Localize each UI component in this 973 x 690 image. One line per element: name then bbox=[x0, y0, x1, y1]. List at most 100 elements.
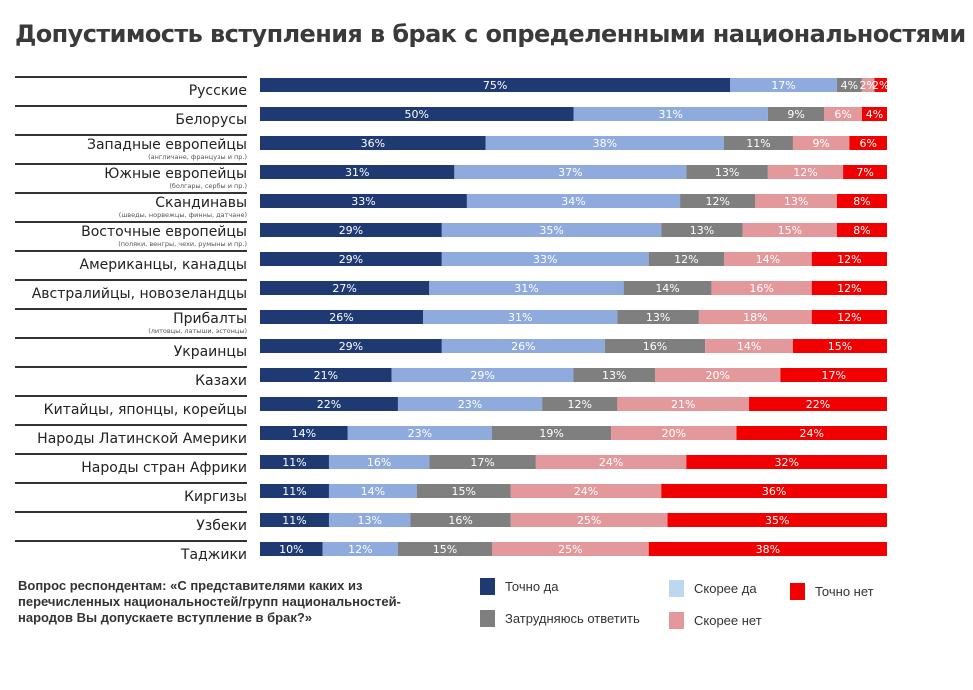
data-label: 18% bbox=[743, 311, 767, 324]
data-label: 50% bbox=[405, 108, 429, 121]
data-label: 24% bbox=[574, 485, 598, 498]
bar-segment bbox=[328, 513, 411, 527]
data-label: 17% bbox=[771, 79, 795, 92]
bar-segment bbox=[811, 310, 887, 324]
data-label: 35% bbox=[539, 224, 563, 237]
legend-label: Точно нет bbox=[815, 584, 874, 599]
legend-swatch bbox=[669, 580, 684, 597]
data-label: 2% bbox=[872, 79, 889, 92]
bar-segment bbox=[648, 252, 724, 266]
bar-segment bbox=[573, 368, 656, 382]
data-label: 21% bbox=[671, 398, 695, 411]
bar-segment bbox=[535, 455, 687, 469]
data-label: 23% bbox=[408, 427, 432, 440]
data-label: 19% bbox=[539, 427, 563, 440]
legend-swatch bbox=[790, 583, 805, 600]
legend-item: Точно да bbox=[480, 578, 558, 595]
data-label: 35% bbox=[765, 514, 789, 527]
data-label: 4% bbox=[841, 79, 858, 92]
category-name: Народы Латинской Америки bbox=[37, 431, 247, 447]
legend-item: Скорее нет bbox=[669, 612, 762, 629]
bar-segment bbox=[391, 368, 574, 382]
bar-segment bbox=[260, 194, 467, 208]
data-label: 15% bbox=[452, 485, 476, 498]
data-label: 13% bbox=[690, 224, 714, 237]
data-label: 14% bbox=[292, 427, 316, 440]
data-label: 15% bbox=[828, 340, 852, 353]
bar-segment bbox=[397, 397, 543, 411]
bar-segment bbox=[698, 310, 812, 324]
data-label: 11% bbox=[282, 456, 306, 469]
bar-segment bbox=[792, 136, 850, 150]
stacked-bar-chart: 75% 17% 4% 2%2%50% 31% 9% 6% 4%36% 38% 11% 9% 6%31%… bbox=[260, 78, 889, 556]
bar-segment bbox=[510, 513, 668, 527]
data-label: 12% bbox=[793, 166, 817, 179]
data-label: 13% bbox=[646, 311, 670, 324]
bar-segment bbox=[441, 339, 605, 353]
data-label: 17% bbox=[821, 369, 845, 382]
data-label: 20% bbox=[662, 427, 686, 440]
category-subtitle: (болгары, сербы и пр.) bbox=[169, 182, 247, 190]
data-label: 38% bbox=[593, 137, 617, 150]
data-label: 14% bbox=[361, 485, 385, 498]
bar-segment bbox=[491, 426, 612, 440]
data-label: 4% bbox=[866, 108, 883, 121]
data-label: 12% bbox=[674, 253, 698, 266]
category-subtitle: (шведы, норвежцы, финны, датчане) bbox=[118, 211, 247, 219]
bar-segment bbox=[723, 136, 793, 150]
legend-label: Скорее да bbox=[694, 581, 757, 596]
bar-segment bbox=[260, 310, 424, 324]
bar-segment bbox=[260, 484, 329, 498]
category-label: Австралийцы, новозеландцы bbox=[15, 279, 247, 308]
bar-segment bbox=[328, 484, 417, 498]
data-label: 25% bbox=[577, 514, 601, 527]
data-label: 29% bbox=[339, 340, 363, 353]
legend-item: Точно нет bbox=[790, 583, 874, 600]
data-label: 26% bbox=[511, 340, 535, 353]
bar-segment bbox=[667, 513, 887, 527]
bar-segment bbox=[680, 194, 756, 208]
bar-segment bbox=[260, 542, 323, 556]
bar-segment bbox=[260, 339, 442, 353]
bar-segment bbox=[723, 252, 812, 266]
category-name: Украинцы bbox=[173, 344, 247, 360]
data-label: 9% bbox=[812, 137, 829, 150]
category-label: Узбеки bbox=[15, 511, 247, 540]
category-label: Восточные европейцы (поляки, венгры, чехи… bbox=[15, 221, 247, 250]
data-label: 36% bbox=[361, 137, 385, 150]
category-label: Народы Латинской Америки bbox=[15, 424, 247, 453]
category-label: Таджики bbox=[15, 540, 247, 569]
bar-segment bbox=[423, 310, 618, 324]
data-label: 29% bbox=[339, 253, 363, 266]
bar-segment bbox=[686, 455, 887, 469]
data-label: 14% bbox=[655, 282, 679, 295]
bar-segment bbox=[811, 252, 887, 266]
data-label: 33% bbox=[351, 195, 375, 208]
data-label: 8% bbox=[853, 195, 870, 208]
data-label: 25% bbox=[558, 543, 582, 556]
data-label: 6% bbox=[859, 137, 876, 150]
data-label: 2% bbox=[859, 79, 876, 92]
data-label: 13% bbox=[715, 166, 739, 179]
bar-segment bbox=[811, 281, 887, 295]
data-label: 15% bbox=[433, 543, 457, 556]
bar-segment bbox=[604, 339, 706, 353]
data-label: 31% bbox=[345, 166, 369, 179]
data-label: 36% bbox=[762, 485, 786, 498]
data-label: 6% bbox=[834, 108, 851, 121]
data-label: 16% bbox=[448, 514, 472, 527]
bar-segment bbox=[260, 281, 430, 295]
bar-segment bbox=[441, 223, 662, 237]
bar-segment bbox=[755, 194, 837, 208]
data-label: 21% bbox=[314, 369, 338, 382]
category-label: Китайцы, японцы, корейцы bbox=[15, 395, 247, 424]
data-label: 31% bbox=[514, 282, 538, 295]
category-name: Русские bbox=[188, 83, 247, 99]
bar-segment bbox=[736, 426, 887, 440]
legend-swatch bbox=[480, 578, 495, 595]
bar-segment bbox=[836, 223, 887, 237]
data-label: 12% bbox=[837, 253, 861, 266]
bar-segment bbox=[824, 107, 862, 121]
bar-segment bbox=[454, 165, 687, 179]
category-name: Киргизы bbox=[184, 489, 247, 505]
